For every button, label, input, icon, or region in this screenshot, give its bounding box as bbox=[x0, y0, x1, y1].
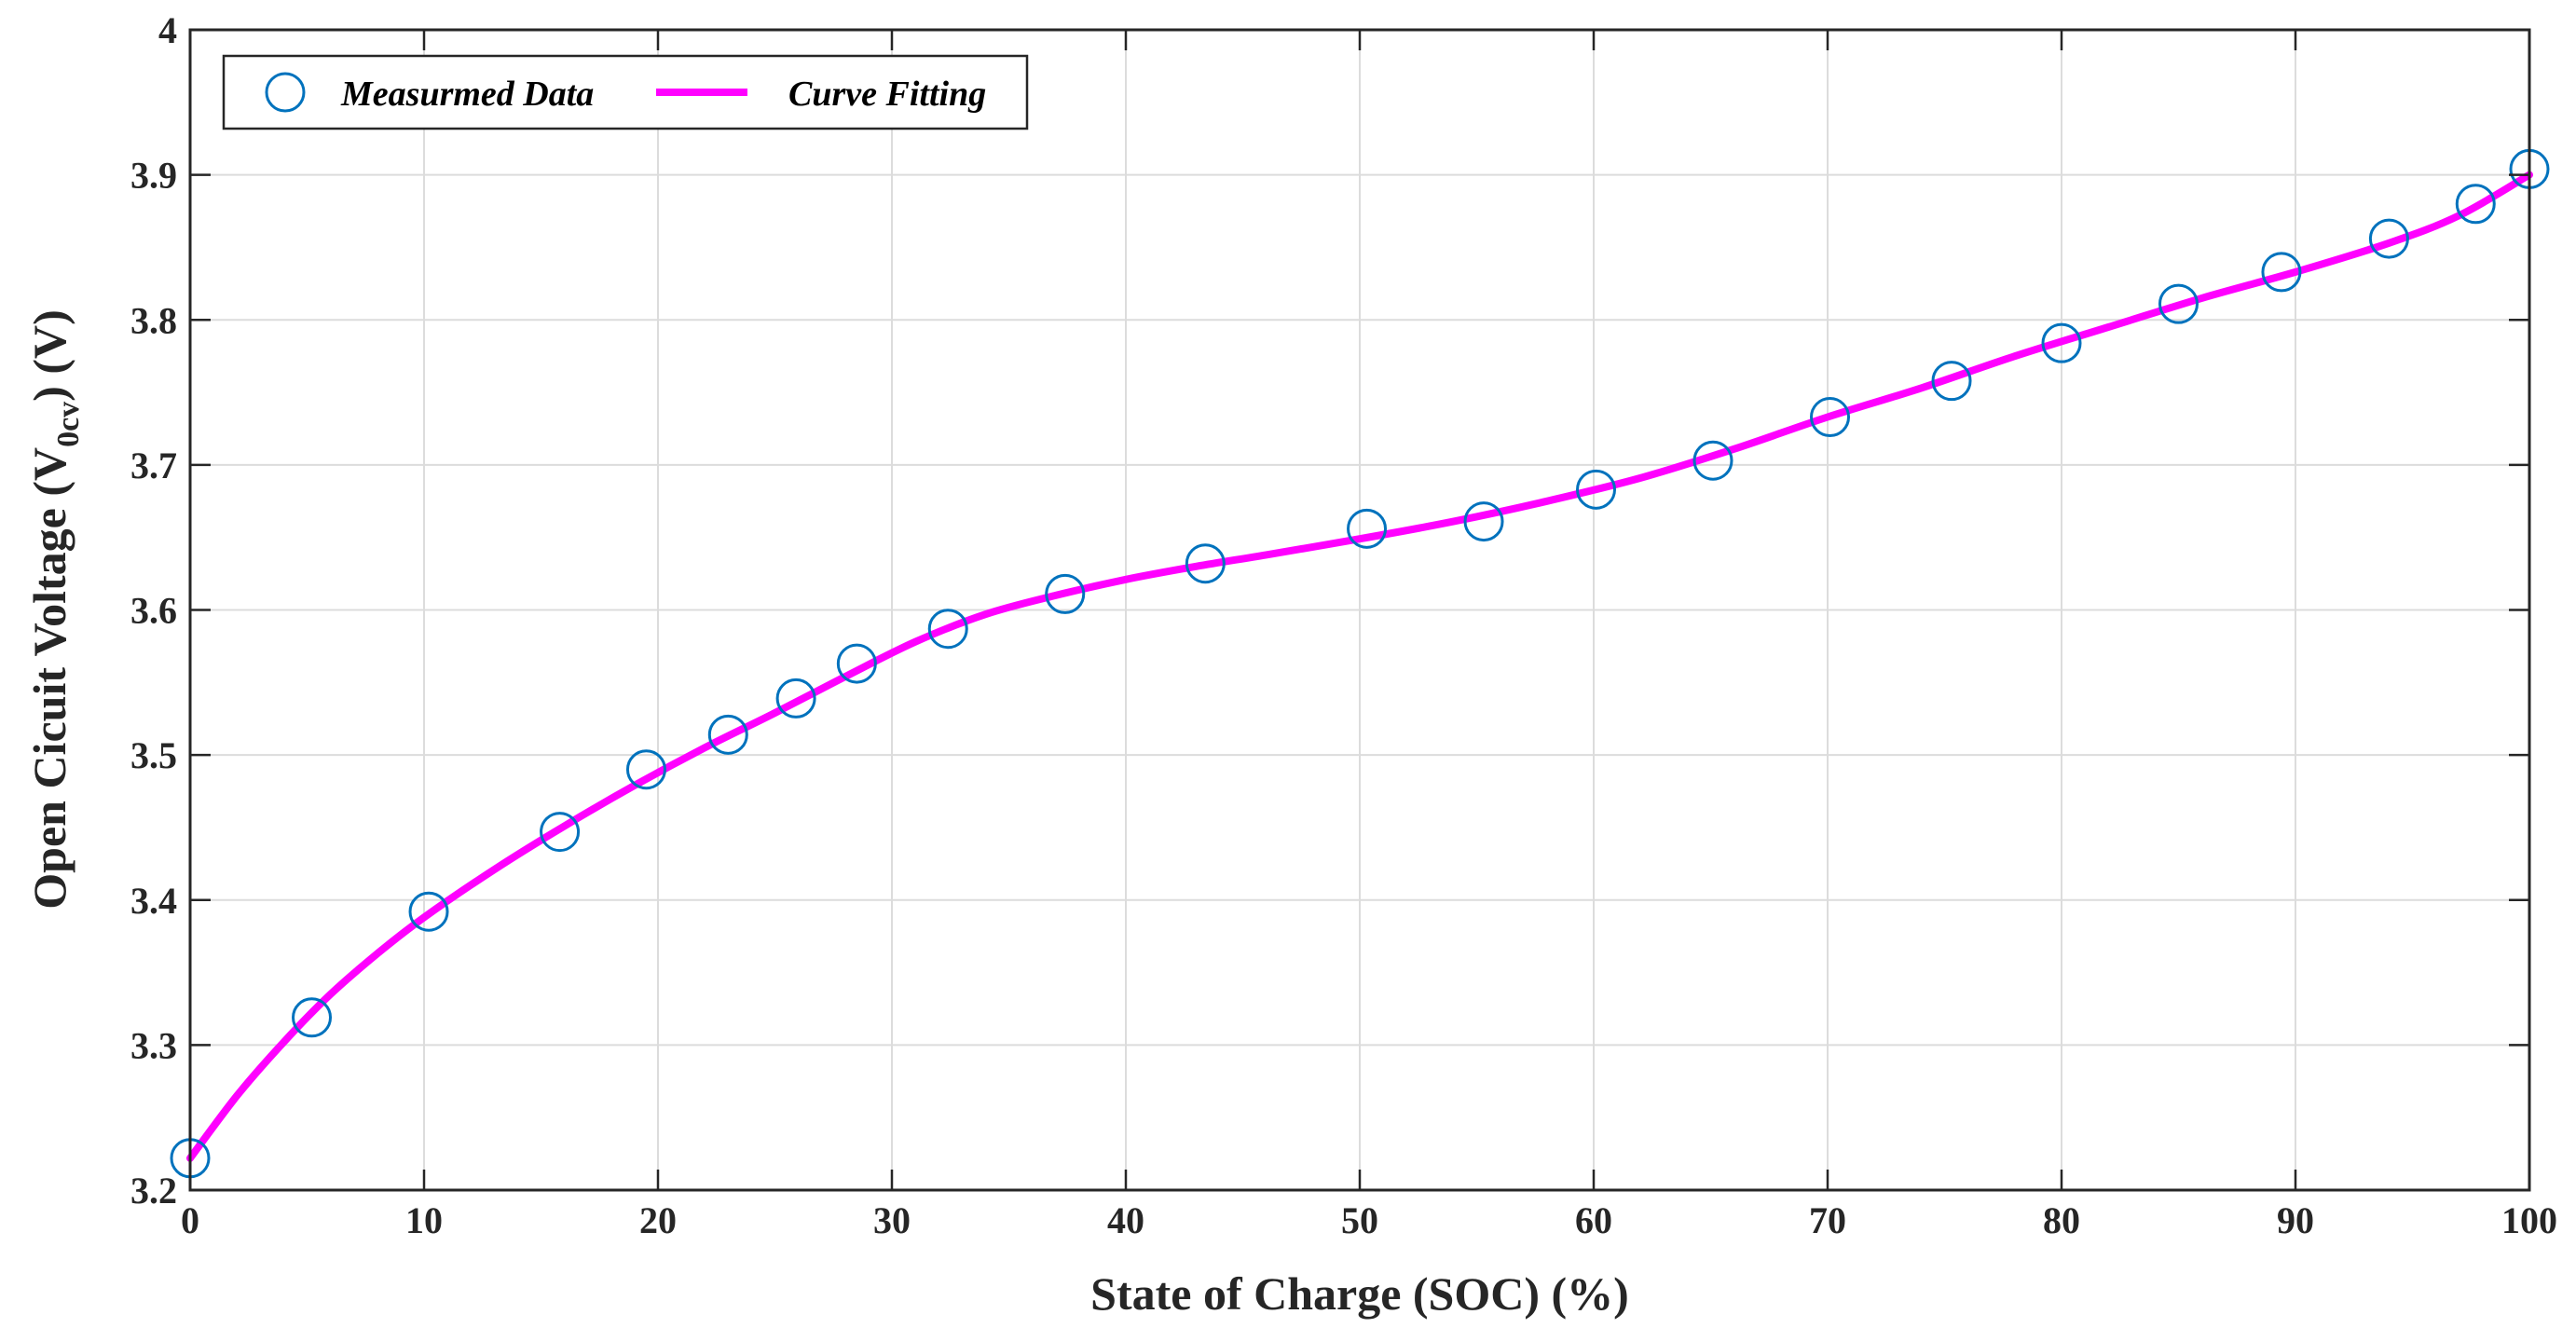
x-tick-label: 90 bbox=[2277, 1199, 2314, 1241]
x-tick-label: 10 bbox=[405, 1199, 443, 1241]
measured-data-point bbox=[1576, 469, 1617, 510]
x-tick-label: 60 bbox=[1575, 1199, 1612, 1241]
measured-data-point bbox=[2368, 218, 2409, 259]
x-tick-label: 40 bbox=[1107, 1199, 1144, 1241]
grid bbox=[190, 30, 2529, 1190]
measured-data-point bbox=[2158, 283, 2199, 324]
x-tick-label: 50 bbox=[1341, 1199, 1378, 1241]
y-axis-title-end: ) (V) bbox=[23, 309, 75, 402]
y-tick-label: 3.5 bbox=[130, 734, 177, 776]
x-tick-label: 20 bbox=[639, 1199, 677, 1241]
x-tick-label: 100 bbox=[2501, 1199, 2557, 1241]
measured-data-point bbox=[2455, 184, 2496, 225]
series-layer bbox=[170, 148, 2550, 1179]
x-tick-label: 70 bbox=[1809, 1199, 1846, 1241]
measured-data-point bbox=[775, 678, 816, 719]
y-axis-title: Open Cicuit Voltage (V0cv) (V) bbox=[23, 309, 86, 910]
y-tick-label: 3.8 bbox=[130, 299, 177, 341]
y-tick-label: 3.9 bbox=[130, 155, 177, 197]
legend: Measurmed Data Curve Fitting bbox=[222, 54, 1029, 130]
x-axis-title: State of Charge (SOC) (%) bbox=[1090, 1267, 1629, 1320]
measured-data-point bbox=[1931, 361, 1972, 402]
y-tick-label: 4 bbox=[158, 9, 177, 51]
y-tick-label: 3.6 bbox=[130, 590, 177, 632]
y-tick-label: 3.7 bbox=[130, 445, 177, 486]
measured-data-point bbox=[1185, 543, 1226, 584]
x-tick-label: 80 bbox=[2043, 1199, 2080, 1241]
measured-data-point bbox=[292, 997, 333, 1038]
measured-data-point bbox=[707, 714, 748, 755]
measured-data-point bbox=[1810, 397, 1851, 438]
measured-data-point bbox=[1692, 440, 1733, 481]
x-tick-label: 0 bbox=[181, 1199, 199, 1241]
measured-data-point bbox=[836, 643, 877, 684]
measured-data-point bbox=[408, 891, 449, 932]
legend-label-measured: Measurmed Data bbox=[340, 75, 594, 114]
legend-box bbox=[222, 54, 1029, 130]
y-tick-label: 3.3 bbox=[130, 1024, 177, 1066]
y-tick-label: 3.4 bbox=[130, 880, 177, 922]
y-axis-title-main: Open Cicuit Voltage (V bbox=[23, 447, 75, 910]
ticks: 0 10 20 30 40 50 60 70 80 90 100 3.2 3.3 3.4 3.5 3.6 3.7… bbox=[130, 9, 2557, 1241]
legend-label-fitting: Curve Fitting bbox=[788, 75, 986, 114]
measured-data-point bbox=[1463, 501, 1504, 542]
measured-data-point bbox=[540, 812, 581, 853]
measured-data-point bbox=[1045, 573, 1086, 614]
y-tick-label: 3.2 bbox=[130, 1170, 177, 1212]
measured-data-point bbox=[1347, 508, 1388, 549]
curve-fitting-line bbox=[186, 171, 2533, 1162]
measured-data-point bbox=[2041, 322, 2082, 363]
y-axis-title-subscript: 0cv bbox=[51, 402, 86, 447]
measured-data-point bbox=[2261, 252, 2302, 293]
legend-marker-measured bbox=[265, 72, 306, 113]
x-tick-label: 30 bbox=[873, 1199, 911, 1241]
measured-data-point bbox=[927, 609, 968, 650]
measured-data-point bbox=[625, 749, 666, 790]
